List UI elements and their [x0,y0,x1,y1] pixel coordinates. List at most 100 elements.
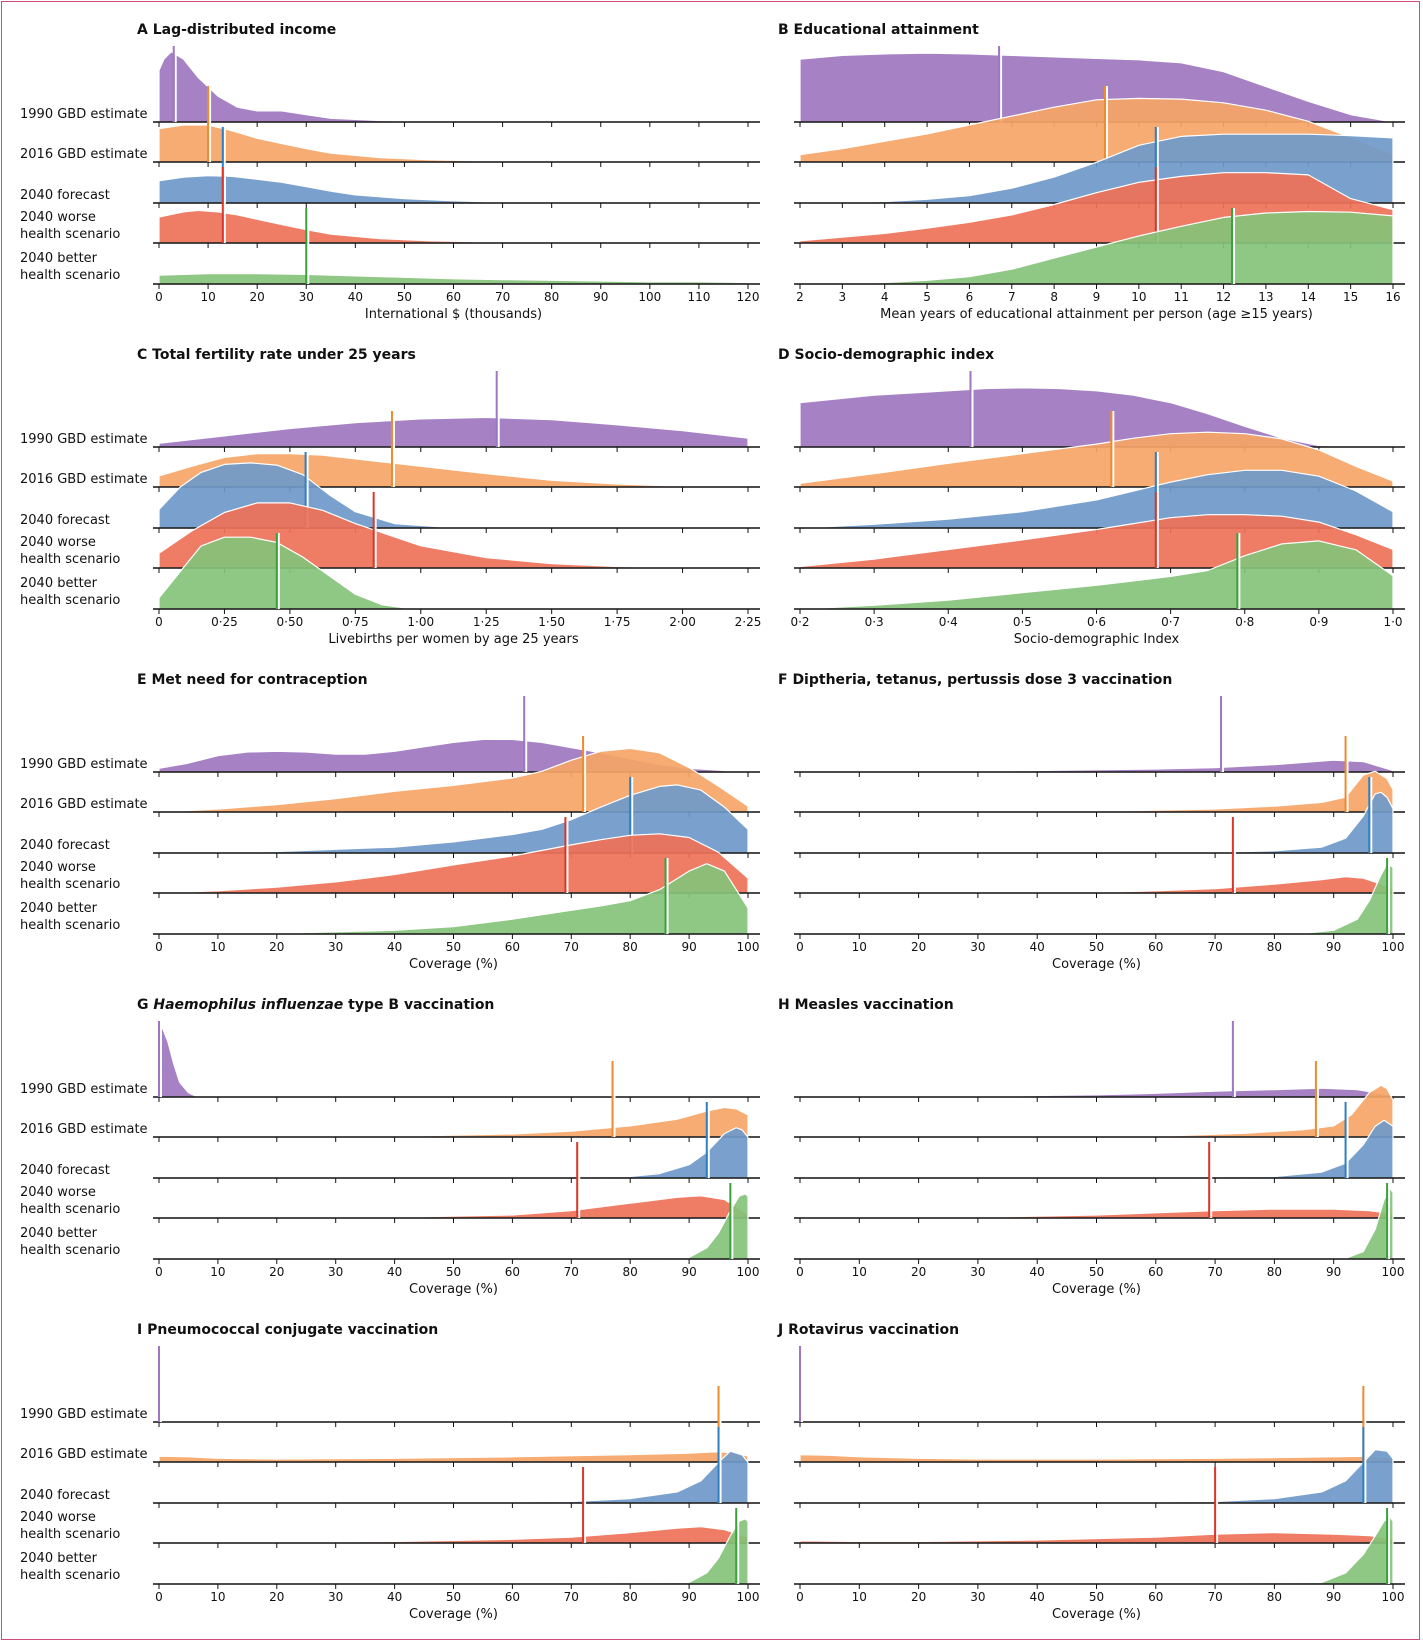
tick-label: 0 [155,1265,163,1279]
row-label: 2040 better [20,1551,98,1566]
tick-label: 0·4 [939,615,958,629]
tick-label: 50 [1089,1590,1104,1604]
panel-title-text: Diptheria, tetanus, pertussis dose 3 vac… [792,672,1172,688]
density-area [158,1451,749,1463]
row-label: 2040 forecast [20,1163,110,1178]
panel-g: G Haemophilus influenzae type B vaccinat… [20,997,760,1297]
row-forecast [153,127,760,208]
tick-label: 20 [911,1265,926,1279]
tick-label: 100 [737,1265,760,1279]
tick-label: 0 [796,940,804,954]
tick-label: 80 [1267,940,1282,954]
panel-title-text: Pneumococcal conjugate vaccination [147,1322,438,1338]
density-area [799,1516,1394,1585]
tick-label: 20 [250,290,265,304]
row-label: 2040 forecast [20,188,110,203]
tick-label: 60 [446,290,461,304]
tick-label: 70 [1207,940,1222,954]
density-area [799,1084,1394,1138]
panel-title: B Educational attainment [778,22,979,38]
panel-letter: D [778,347,795,363]
density-area [799,759,1394,773]
row-label: 1990 GBD estimate [20,432,148,447]
tick-label: 5 [923,290,931,304]
row-label: 2040 better [20,251,98,266]
density-area [799,540,1394,610]
tick-label: 14 [1301,290,1316,304]
panel-title: H Measles vaccination [778,997,954,1013]
tick-label: 10 [852,1590,867,1604]
tick-label: 100 [1382,1590,1405,1604]
row-1990 [794,371,1405,452]
x-axis-label: Coverage (%) [1052,1282,1141,1297]
panel-title: J Rotavirus vaccination [777,1322,959,1338]
panel-title-text: Lag-distributed income [153,22,337,38]
row-forecast [794,777,1405,858]
tick-label: 11 [1174,290,1189,304]
row-worse [153,1467,760,1548]
tick-label: 60 [505,1590,520,1604]
tick-label: 40 [1030,1590,1045,1604]
row-label: 2040 better [20,576,98,591]
tick-label: 110 [687,290,710,304]
density-area [799,469,1394,529]
tick-label: 6 [966,290,974,304]
tick-label: 40 [387,1590,402,1604]
row-better [153,1183,760,1264]
row-better [794,533,1405,614]
tick-label: 10 [852,1265,867,1279]
tick-label: 90 [1326,1590,1341,1604]
tick-label: 40 [348,290,363,304]
tick-label: 9 [1093,290,1101,304]
tick-label: 50 [1089,940,1104,954]
tick-label: 100 [638,290,661,304]
panel-letter: G [137,997,153,1013]
tick-label: 1·00 [407,615,434,629]
density-area [158,1195,749,1219]
tick-label: 30 [970,1265,985,1279]
tick-label: 40 [1030,940,1045,954]
density-area [158,1127,749,1179]
panel-title: A Lag-distributed income [137,22,336,38]
row-label: health scenario [20,552,120,567]
row-better [794,208,1405,289]
row-forecast [794,1102,1405,1183]
tick-label: 70 [1207,1265,1222,1279]
tick-label: 0·8 [1235,615,1254,629]
density-area [799,387,1394,448]
panel-e: E Met need for contraception 1990 GBD est… [20,672,760,972]
row-worse [794,817,1405,898]
density-area [799,863,1394,935]
panel-title: C Total fertility rate under 25 years [137,347,416,363]
panel-b: B Educational attainment 2 3 4 5 6 7 8 9 10 11 12 13… [778,22,1405,322]
tick-label: 0 [155,615,163,629]
panel-title-text: Educational attainment [794,22,980,38]
tick-label: 40 [387,940,402,954]
row-2016 [153,1061,760,1142]
density-area [158,502,749,569]
panel-title-rest: type B vaccination [343,997,494,1013]
row-label: health scenario [20,1568,120,1583]
row-label: 2040 better [20,1226,98,1241]
tick-label: 50 [1089,1265,1104,1279]
x-axis-label: Coverage (%) [1052,957,1141,972]
tick-label: 10 [210,1265,225,1279]
tick-label: 15 [1343,290,1358,304]
tick-label: 70 [564,1265,579,1279]
tick-label: 30 [299,290,314,304]
tick-label: 2·25 [735,615,762,629]
tick-label: 30 [328,1265,343,1279]
tick-label: 30 [328,940,343,954]
tick-label: 90 [681,1265,696,1279]
panel-title-italic: Haemophilus influenzae [153,997,343,1013]
tick-label: 1·75 [604,615,631,629]
row-better [794,858,1405,939]
density-area [158,273,749,285]
row-label: 1990 GBD estimate [20,757,148,772]
row-label: 2040 worse [20,535,96,550]
tick-label: 20 [911,940,926,954]
panel-d: D Socio-demographic index 0·2 0·3 0·4 0·5 0·6… [778,347,1405,647]
panel-letter: B [778,22,794,38]
